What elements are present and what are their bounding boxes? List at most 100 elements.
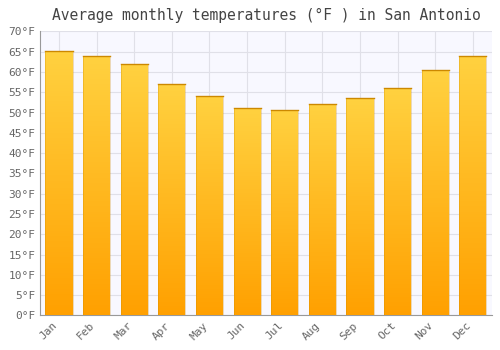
Bar (46, 289, 72, 292)
Bar (309, 115, 336, 117)
Bar (346, 129, 374, 131)
Bar (158, 255, 186, 258)
Bar (384, 286, 411, 288)
Bar (158, 230, 186, 232)
Bar (158, 260, 186, 262)
Bar (83, 193, 110, 196)
Bar (384, 206, 411, 209)
Bar (384, 256, 411, 259)
Bar (460, 232, 486, 235)
Bar (234, 307, 260, 309)
Bar (158, 202, 186, 204)
Bar (120, 250, 148, 253)
Bar (460, 217, 486, 219)
Bar (422, 222, 449, 225)
Bar (346, 276, 374, 279)
Bar (309, 305, 336, 307)
Bar (196, 302, 223, 304)
Bar (309, 117, 336, 119)
Bar (384, 122, 411, 125)
Bar (309, 288, 336, 290)
Bar (309, 292, 336, 294)
Bar (83, 160, 110, 162)
Bar (422, 148, 449, 151)
Bar (46, 215, 72, 218)
Bar (46, 231, 72, 233)
Bar (271, 194, 298, 196)
Bar (346, 157, 374, 159)
Bar (271, 293, 298, 295)
Bar (422, 264, 449, 266)
Bar (309, 124, 336, 126)
Bar (346, 146, 374, 148)
Bar (460, 248, 486, 251)
Bar (384, 229, 411, 231)
Bar (46, 239, 72, 241)
Bar (196, 247, 223, 250)
Bar (309, 273, 336, 275)
Bar (384, 254, 411, 256)
Bar (83, 289, 110, 292)
Bar (196, 221, 223, 223)
Bar (120, 293, 148, 295)
Bar (309, 119, 336, 121)
Bar (460, 126, 486, 128)
Bar (158, 237, 186, 239)
Bar (309, 265, 336, 267)
Bar (309, 235, 336, 237)
Bar (346, 176, 374, 179)
Bar (422, 77, 449, 80)
Bar (346, 272, 374, 274)
Bar (460, 310, 486, 313)
Bar (196, 177, 223, 180)
Bar (346, 103, 374, 105)
Bar (271, 170, 298, 172)
Bar (83, 248, 110, 251)
Bar (460, 237, 486, 240)
Bar (460, 268, 486, 271)
Bar (309, 271, 336, 273)
Bar (46, 64, 72, 67)
Bar (46, 183, 72, 186)
Bar (271, 159, 298, 161)
Bar (384, 220, 411, 222)
Bar (271, 202, 298, 205)
Bar (196, 166, 223, 169)
Bar (158, 200, 186, 202)
Bar (83, 77, 110, 79)
Bar (309, 126, 336, 128)
Bar (460, 94, 486, 97)
Bar (271, 250, 298, 252)
Bar (46, 297, 72, 300)
Bar (120, 97, 148, 99)
Bar (46, 154, 72, 157)
Bar (46, 85, 72, 88)
Bar (271, 110, 298, 112)
Bar (234, 253, 260, 255)
Bar (46, 62, 72, 64)
Bar (46, 212, 72, 215)
Bar (120, 86, 148, 89)
Bar (271, 180, 298, 182)
Bar (460, 84, 486, 87)
Bar (422, 230, 449, 232)
Bar (234, 207, 260, 210)
Bar (309, 130, 336, 132)
Bar (196, 140, 223, 142)
Bar (384, 284, 411, 286)
Bar (384, 136, 411, 138)
Bar (422, 252, 449, 254)
Bar (460, 77, 486, 79)
Bar (234, 247, 260, 249)
Bar (83, 178, 110, 180)
Bar (196, 155, 223, 158)
Bar (384, 188, 411, 190)
Bar (271, 153, 298, 155)
Bar (422, 70, 449, 72)
Bar (158, 308, 186, 311)
Bar (196, 223, 223, 226)
Bar (234, 270, 260, 272)
Bar (196, 232, 223, 234)
Bar (422, 188, 449, 190)
Bar (196, 285, 223, 287)
